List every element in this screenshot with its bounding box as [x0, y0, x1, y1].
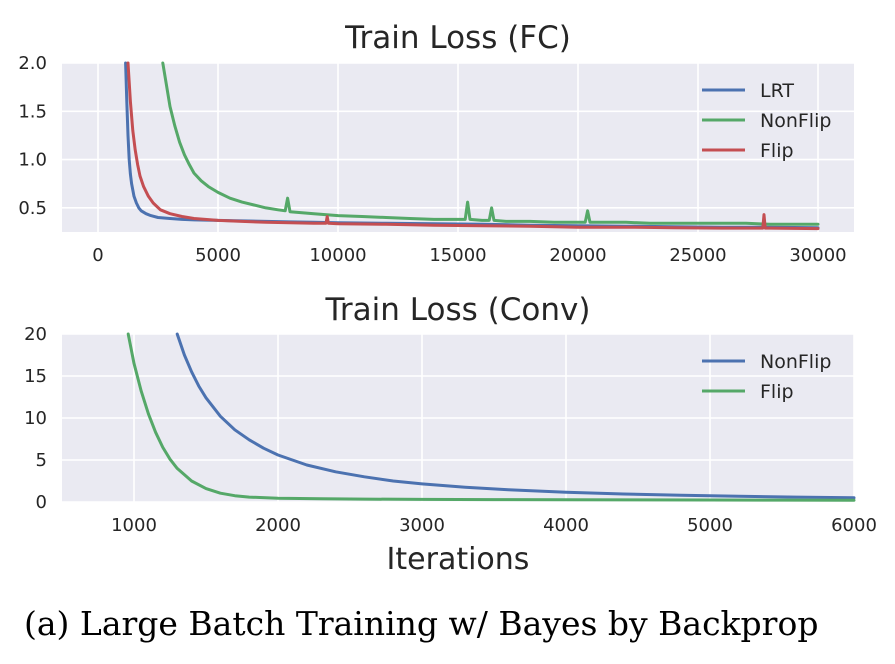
fc-chart-title: Train Loss (FC): [344, 20, 571, 56]
fc-series-nonflip-line: [161, 61, 820, 226]
fc-x-tick-label: 20000: [549, 245, 606, 266]
conv-legend: NonFlip Flip: [702, 351, 831, 403]
conv-ticks: 1000 2000 3000 4000 5000 6000 20 15 10 5 0: [24, 324, 877, 536]
fc-x-tick-label: 25000: [669, 245, 726, 266]
conv-series-nonflip-line: [175, 332, 856, 500]
fc-legend: LRT NonFlip Flip: [702, 80, 831, 162]
conv-chart-title: Train Loss (Conv): [325, 292, 591, 328]
conv-x-axis-label: Iterations: [387, 542, 530, 577]
conv-y-tick-label: 5: [36, 450, 47, 471]
chart-canvas: 0 5000 10000 15000 20000 25000 300002.01.51.00…: [18, 20, 877, 577]
fc-x-tick-label: 5000: [195, 245, 241, 266]
conv-y-tick-label: 20: [24, 324, 47, 345]
fc-x-tick-label: 30000: [789, 245, 846, 266]
fc-y-tick-label: 1.5: [18, 101, 47, 122]
fc-legend-label-nonflip: NonFlip: [760, 110, 831, 132]
conv-y-tick-label: 10: [24, 408, 47, 429]
fc-x-tick-label: 15000: [429, 245, 486, 266]
fc-y-tick-label: 2.0: [18, 53, 47, 74]
fc-y-tick-label: 0.5: [18, 198, 47, 219]
conv-loss-panel: 1000 2000 3000 4000 5000 6000 20 15 10 5 0 Train L…: [24, 292, 877, 577]
fc-legend-label-flip: Flip: [760, 140, 794, 162]
conv-x-tick-label: 6000: [831, 515, 877, 536]
conv-series-flip-line: [126, 332, 856, 502]
fc-ticks: 0 5000 10000 15000 20000 25000 30000 2.0 1.5 1.0 0…: [18, 53, 846, 266]
conv-lines: [126, 332, 856, 502]
conv-x-tick-label: 3000: [399, 515, 445, 536]
fc-grid: [62, 62, 854, 232]
conv-x-tick-label: 5000: [687, 515, 733, 536]
figure-caption: (a) Large Batch Training w/ Bayes by Bac…: [24, 604, 819, 643]
fc-x-tick-label: 10000: [309, 245, 366, 266]
fc-legend-label-lrt: LRT: [760, 80, 794, 102]
conv-y-tick-label: 15: [24, 366, 47, 387]
conv-legend-label-flip: Flip: [760, 381, 794, 403]
fc-x-tick-label: 0: [92, 245, 103, 266]
conv-y-tick-label: 0: [36, 492, 47, 513]
fc-series-flip-line: [126, 61, 820, 231]
fc-loss-panel: 0 5000 10000 15000 20000 25000 30000 2.0 1.5 1.0 0…: [18, 20, 854, 266]
conv-x-tick-label: 4000: [543, 515, 589, 536]
fc-y-tick-label: 1.0: [18, 150, 47, 171]
fc-lines: [124, 61, 820, 231]
conv-x-tick-label: 1000: [111, 515, 157, 536]
conv-legend-label-nonflip: NonFlip: [760, 351, 831, 373]
conv-x-tick-label: 2000: [255, 515, 301, 536]
